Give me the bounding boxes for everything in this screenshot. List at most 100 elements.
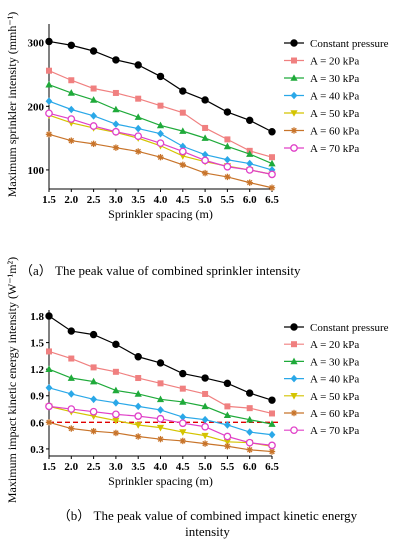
data-point: [202, 124, 209, 131]
legend-item: A = 20 kPa: [284, 339, 359, 351]
data-point: [67, 89, 75, 96]
legend-item: A = 20 kPa: [284, 56, 359, 68]
legend-item: A = 30 kPa: [284, 356, 359, 368]
data-point: [246, 116, 254, 125]
chart-b-kinetic-energy-intensity: 1.5 2.0 2.5 3.0 3.5 4.0 4.5 5.0 5.5 6.0 6.5 0.3 0.6 0…: [5, 257, 389, 503]
data-point: [201, 96, 209, 104]
series-a-30-kpa: [45, 80, 276, 167]
legend-marker: [290, 426, 298, 435]
data-point: [112, 56, 120, 64]
data-point: [67, 405, 76, 413]
x-tick-label: 4.0: [154, 461, 168, 473]
legend-label: A = 40 kPa: [310, 91, 359, 103]
data-point: [89, 407, 98, 416]
legend-label: A = 20 kPa: [310, 339, 359, 351]
data-point: [179, 398, 187, 405]
legend-marker: [291, 341, 297, 348]
data-point: [268, 166, 276, 174]
data-point: [268, 396, 276, 404]
series-line: [48, 315, 273, 401]
data-point: [202, 390, 209, 397]
data-point: [45, 80, 53, 88]
data-point: [179, 87, 187, 95]
data-point: [45, 131, 53, 138]
data-point: [179, 109, 186, 116]
data-point: [179, 369, 187, 378]
y-tick-label: 0.6: [30, 417, 44, 429]
legend-item: A = 40 kPa: [284, 374, 359, 386]
data-point: [156, 121, 165, 129]
data-point: [157, 406, 164, 414]
data-point: [246, 150, 254, 157]
legend: Constant pressure A = 20 kPa A = 30 kPa A =…: [284, 322, 389, 437]
series-a-30-kpa: [45, 365, 276, 427]
data-point: [45, 402, 53, 411]
x-tick-label: 2.0: [64, 194, 78, 206]
legend-label: A = 20 kPa: [310, 56, 359, 68]
legend-marker: [290, 409, 298, 417]
legend: Constant pressure A = 20 kPa A = 30 kPa A =…: [284, 38, 389, 155]
data-point: [268, 184, 276, 191]
y-tick-label: 100: [28, 165, 45, 177]
data-point: [112, 410, 120, 419]
caption-b: （b） The peak value of combined impact ki…: [14, 508, 401, 540]
data-point: [134, 390, 142, 397]
y-tick-label: 1.2: [30, 364, 44, 376]
x-tick-label: 3.5: [131, 461, 145, 473]
legend-label: A = 40 kPa: [310, 374, 359, 386]
data-point: [156, 395, 165, 403]
data-point: [89, 122, 98, 130]
data-point: [112, 368, 119, 375]
y-tick-label: 1.8: [30, 311, 44, 323]
legend-marker: [291, 57, 297, 64]
data-point: [156, 139, 165, 148]
x-tick-label: 3.0: [109, 461, 123, 473]
data-point: [135, 95, 142, 102]
data-point: [178, 147, 187, 156]
data-point: [246, 389, 254, 397]
data-point: [224, 443, 231, 450]
legend-item: A = 60 kPa: [284, 408, 359, 420]
series-a-60-kpa: [45, 131, 276, 191]
legend-label: A = 30 kPa: [310, 356, 359, 368]
x-tick-label: 5.5: [221, 461, 235, 473]
data-point: [224, 136, 231, 143]
y-tick-label: 0.9: [30, 391, 44, 403]
legend-label: A = 30 kPa: [310, 73, 359, 85]
data-point: [134, 132, 143, 141]
data-point: [179, 413, 187, 421]
data-point: [245, 438, 254, 447]
y-axis-title: Maximum sprinkler intensity (mmh⁻¹): [5, 12, 19, 198]
data-point: [201, 134, 209, 141]
legend-item: A = 30 kPa: [284, 73, 359, 85]
data-point: [46, 67, 52, 74]
legend-marker: [290, 39, 298, 47]
data-point: [156, 424, 165, 432]
x-tick-label: 6.0: [243, 194, 257, 206]
legend-marker: [290, 74, 298, 81]
data-point: [67, 390, 75, 398]
data-point: [268, 441, 276, 450]
legend-item: A = 50 kPa: [284, 391, 359, 403]
data-point: [112, 429, 120, 437]
data-point: [156, 72, 165, 81]
legend-marker: [290, 323, 298, 331]
data-point: [89, 47, 98, 55]
data-point: [156, 414, 165, 423]
data-point: [223, 162, 232, 171]
data-point: [223, 379, 232, 388]
data-point: [246, 405, 253, 412]
legend-marker: [290, 357, 298, 365]
data-point: [46, 348, 52, 355]
data-point: [90, 140, 97, 148]
x-tick-label: 3.5: [131, 194, 145, 206]
legend-item: A = 70 kPa: [284, 143, 359, 155]
data-point: [269, 154, 275, 161]
data-point: [246, 179, 253, 186]
data-point: [179, 127, 187, 134]
data-point: [201, 169, 209, 177]
data-point: [135, 433, 142, 440]
data-point: [201, 415, 209, 424]
data-point: [112, 120, 120, 128]
